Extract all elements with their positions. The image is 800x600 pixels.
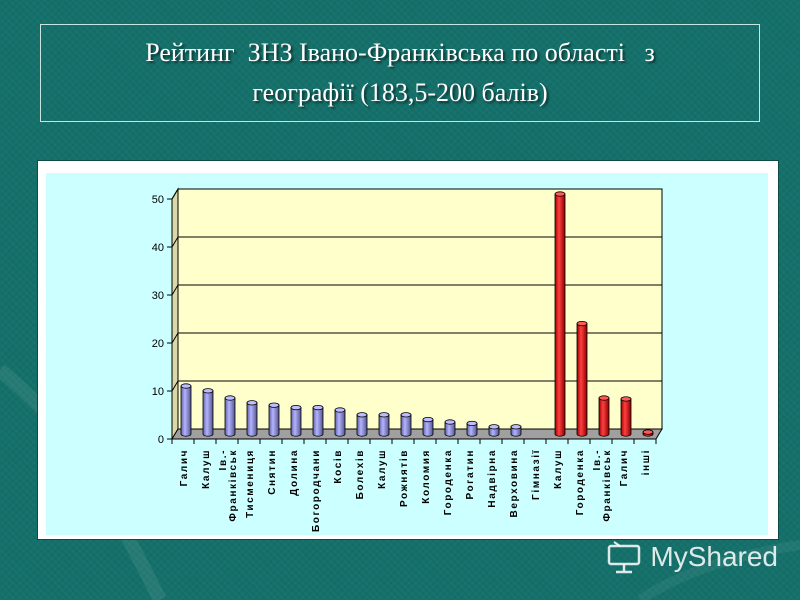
x-tick-label: Гімназії bbox=[531, 449, 542, 500]
x-tick-label: Калуш bbox=[201, 449, 212, 489]
bar-top bbox=[202, 388, 214, 394]
y-tick-label: 10 bbox=[152, 386, 164, 398]
x-tick-label: Долина bbox=[289, 449, 300, 496]
bar-top bbox=[444, 419, 456, 425]
bar-top bbox=[510, 424, 522, 430]
bar bbox=[466, 423, 478, 437]
x-tick-label: Франківськ bbox=[602, 449, 613, 522]
bar-top bbox=[576, 321, 588, 327]
bar bbox=[180, 385, 192, 437]
gridline-side bbox=[171, 236, 179, 248]
bar-top bbox=[620, 396, 632, 402]
bar-top bbox=[246, 400, 258, 406]
x-tick-label: Верховина bbox=[509, 449, 520, 517]
x-tick-label: Городенка bbox=[443, 449, 454, 515]
bar-top bbox=[312, 405, 324, 411]
plot-area-side-wall bbox=[171, 187, 179, 441]
x-tick-label: Болехів bbox=[355, 449, 366, 499]
watermark: MyShared bbox=[606, 540, 778, 574]
bar bbox=[620, 398, 632, 437]
y-tick-label: 20 bbox=[152, 338, 164, 350]
y-tick-label: 40 bbox=[152, 242, 164, 254]
bar-top bbox=[488, 424, 500, 430]
bar bbox=[224, 397, 236, 437]
x-tick-label: Галич bbox=[179, 449, 190, 486]
slide-title-line-2: географії (183,5-200 балів) bbox=[252, 78, 548, 107]
bar bbox=[268, 404, 280, 437]
x-tick-label: Тисмениця bbox=[245, 449, 256, 518]
slide-title-line-1: Рейтинг ЗНЗ Івано-Франківська по області… bbox=[145, 38, 655, 67]
bar-top bbox=[598, 395, 610, 401]
x-tick-label: Городенка bbox=[575, 449, 586, 515]
bar-top bbox=[268, 402, 280, 408]
bar-top bbox=[180, 383, 192, 389]
bar-top bbox=[356, 412, 368, 418]
bar bbox=[334, 409, 346, 437]
bar-top bbox=[422, 416, 434, 423]
x-tick-label: Ів.- bbox=[218, 449, 229, 470]
x-tick-label: Надвірна bbox=[487, 449, 498, 508]
presentation-screen-icon bbox=[608, 541, 641, 574]
x-tick-label: Рогатин bbox=[465, 449, 476, 500]
bar bbox=[290, 407, 302, 437]
bar-top bbox=[290, 405, 302, 411]
bar bbox=[554, 193, 566, 437]
x-tick-label: Калуш bbox=[377, 449, 388, 489]
bar-top bbox=[642, 429, 654, 435]
bar bbox=[598, 397, 610, 437]
bar-top bbox=[378, 412, 390, 418]
bar bbox=[246, 402, 258, 437]
bar-top bbox=[224, 395, 236, 401]
bar-top bbox=[400, 412, 412, 418]
bar bbox=[312, 407, 324, 437]
bar bbox=[356, 414, 368, 437]
y-tick-label: 50 bbox=[152, 194, 164, 206]
bar-top bbox=[334, 407, 346, 413]
x-tick-label: Коломия bbox=[421, 449, 432, 504]
x-tick-label: Косів bbox=[333, 449, 344, 484]
plot-area-wall bbox=[177, 188, 663, 430]
x-tick-label: Богородчани bbox=[311, 449, 322, 532]
x-tick-label: інші bbox=[641, 449, 652, 475]
y-tick-label: 30 bbox=[152, 290, 164, 302]
gridline-side bbox=[171, 284, 179, 296]
bar-top bbox=[554, 191, 566, 197]
x-tick-label: Калуш bbox=[553, 449, 564, 489]
watermark-text: MyShared bbox=[650, 541, 778, 572]
x-tick-label: Ів.- bbox=[592, 449, 603, 470]
bar bbox=[576, 323, 588, 437]
bar bbox=[422, 419, 434, 437]
gridline-side bbox=[171, 332, 179, 344]
bar bbox=[444, 421, 456, 437]
y-tick-label: 0 bbox=[158, 434, 164, 446]
slide-title-box: Рейтинг ЗНЗ Івано-Франківська по області… bbox=[40, 24, 760, 122]
x-tick-label: Снятин bbox=[267, 449, 278, 495]
bar-top bbox=[466, 420, 478, 427]
chart-frame: 0 10 20 30 40 50 Галич Калуш Ів.- Франківськ Тисме… bbox=[37, 160, 779, 540]
bar bbox=[378, 414, 390, 437]
x-tick-label: Рожнятів bbox=[399, 449, 410, 507]
x-tick-label: Галич bbox=[619, 449, 630, 486]
gridline-side bbox=[171, 380, 179, 392]
x-tick-label: Франківськ bbox=[228, 449, 239, 522]
gridline-side bbox=[171, 188, 179, 200]
plot-area-floor bbox=[171, 428, 663, 440]
bar bbox=[202, 390, 214, 437]
bar bbox=[400, 414, 412, 437]
